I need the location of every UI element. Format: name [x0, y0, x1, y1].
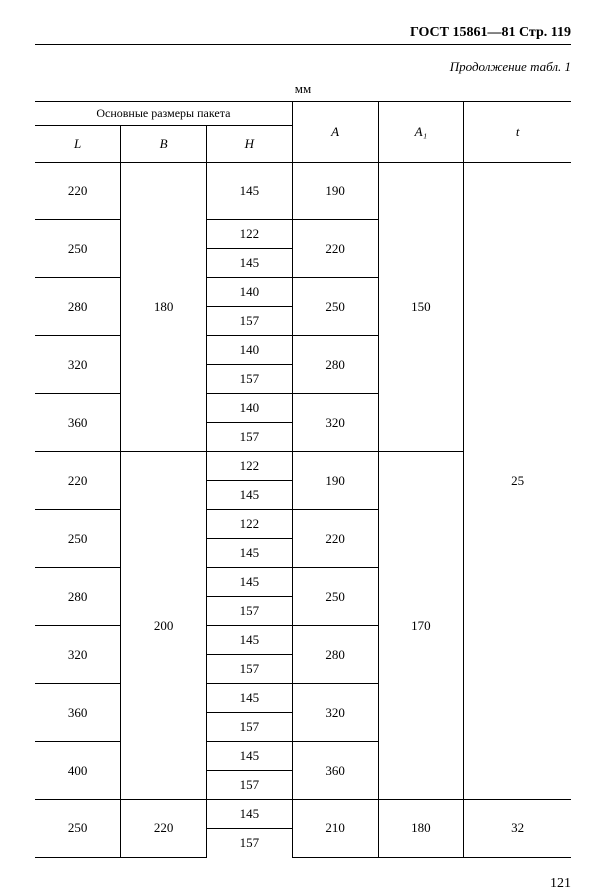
table-cell: 140 [207, 394, 293, 423]
table-cell: 320 [35, 336, 121, 394]
table-cell: 360 [292, 742, 378, 800]
table-cell: 220 [292, 220, 378, 278]
col-L: L [35, 126, 121, 163]
table-cell: 140 [207, 278, 293, 307]
table-cell: 170 [378, 452, 464, 800]
page-header: ГОСТ 15861—81 Стр. 119 [35, 25, 571, 45]
table-cell: 220 [35, 452, 121, 510]
col-A: A [292, 102, 378, 163]
table-continuation-label: Продолжение табл. 1 [35, 59, 571, 75]
table-cell: 190 [292, 163, 378, 220]
table-cell: 320 [292, 684, 378, 742]
table-cell: 150 [378, 163, 464, 452]
col-H: H [207, 126, 293, 163]
unit-label: мм [35, 81, 571, 97]
table-cell: 280 [292, 336, 378, 394]
table-cell: 157 [207, 307, 293, 336]
table-cell: 145 [207, 684, 293, 713]
page-number: 121 [35, 876, 571, 892]
table-cell: 220 [121, 800, 207, 858]
table-cell: 200 [121, 452, 207, 800]
table-cell: 145 [207, 163, 293, 220]
table-cell: 180 [121, 163, 207, 452]
table-cell: 250 [35, 800, 121, 858]
table-cell: 157 [207, 655, 293, 684]
table-cell: 320 [292, 394, 378, 452]
col-t: t [464, 102, 571, 163]
table-cell: 180 [378, 800, 464, 858]
table-cell: 210 [292, 800, 378, 858]
table-cell: 157 [207, 829, 293, 858]
table-cell: 145 [207, 481, 293, 510]
table-cell: 400 [35, 742, 121, 800]
table-cell: 122 [207, 452, 293, 481]
table-cell: 250 [35, 510, 121, 568]
col-A1: A₁ [378, 102, 464, 163]
table-cell: 145 [207, 539, 293, 568]
table-cell: 145 [207, 249, 293, 278]
table-row: 22018014519015025 [35, 163, 571, 220]
table-cell: 32 [464, 800, 571, 858]
table-cell: 157 [207, 597, 293, 626]
table-cell: 360 [35, 684, 121, 742]
table-cell: 145 [207, 568, 293, 597]
table-cell: 250 [292, 278, 378, 336]
table-cell: 140 [207, 336, 293, 365]
table-cell: 157 [207, 713, 293, 742]
table-cell: 320 [35, 626, 121, 684]
table-cell: 280 [35, 278, 121, 336]
table-cell: 25 [464, 163, 571, 800]
dimensions-table: Основные размеры пакета A A₁ t L B H 220… [35, 101, 571, 858]
table-cell: 157 [207, 423, 293, 452]
table-cell: 145 [207, 800, 293, 829]
table-cell: 280 [292, 626, 378, 684]
table-cell: 122 [207, 510, 293, 539]
table-cell: 280 [35, 568, 121, 626]
table-cell: 157 [207, 365, 293, 394]
table-cell: 157 [207, 771, 293, 800]
table-cell: 145 [207, 626, 293, 655]
table-cell: 250 [35, 220, 121, 278]
group-header: Основные размеры пакета [35, 102, 292, 126]
table-cell: 220 [292, 510, 378, 568]
table-cell: 122 [207, 220, 293, 249]
table-cell: 190 [292, 452, 378, 510]
table-row: 25022014521018032 [35, 800, 571, 829]
col-B: B [121, 126, 207, 163]
table-cell: 250 [292, 568, 378, 626]
table-cell: 220 [35, 163, 121, 220]
table-cell: 360 [35, 394, 121, 452]
table-cell: 145 [207, 742, 293, 771]
